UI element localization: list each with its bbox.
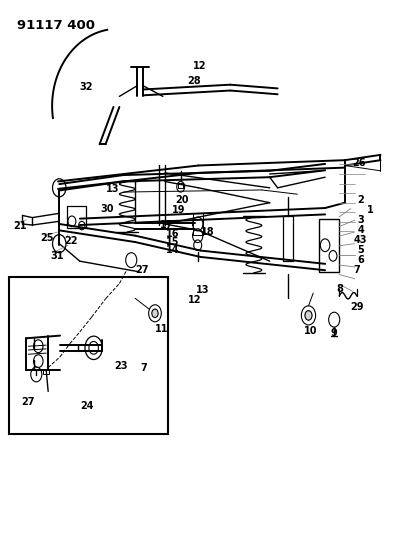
Text: 26: 26 (352, 158, 366, 168)
Text: 9: 9 (331, 328, 337, 338)
Text: 28: 28 (188, 77, 201, 86)
Text: 1: 1 (367, 205, 374, 215)
Text: 21: 21 (13, 221, 27, 231)
Text: 10: 10 (304, 326, 317, 336)
Text: 27: 27 (135, 265, 149, 275)
Text: 25: 25 (40, 233, 54, 244)
Bar (283, 216, 293, 261)
Bar (178, 182, 183, 188)
Text: 32: 32 (79, 82, 93, 92)
Text: 3: 3 (357, 215, 364, 225)
Text: 30: 30 (100, 204, 114, 214)
Text: 7: 7 (141, 362, 147, 373)
Text: 12: 12 (188, 295, 201, 305)
Text: 29: 29 (350, 302, 364, 312)
Text: 2: 2 (357, 195, 364, 205)
Text: 12: 12 (193, 61, 206, 70)
Bar (10, 277, 168, 434)
Text: 8: 8 (337, 284, 343, 294)
Circle shape (305, 311, 312, 320)
Bar (43, 369, 49, 374)
Text: 11: 11 (155, 324, 169, 334)
Text: 18: 18 (201, 227, 215, 237)
Text: 7: 7 (353, 265, 360, 275)
Text: 5: 5 (357, 245, 364, 255)
Text: 24: 24 (80, 401, 94, 411)
Text: 43: 43 (354, 235, 368, 245)
Bar (193, 213, 203, 235)
Text: 27: 27 (22, 397, 35, 407)
Text: 13: 13 (196, 285, 209, 295)
Text: 17: 17 (160, 220, 173, 230)
Text: 15: 15 (166, 237, 179, 247)
Text: 19: 19 (172, 205, 185, 215)
Text: 22: 22 (64, 236, 78, 246)
Text: 31: 31 (50, 251, 64, 261)
Text: 6: 6 (357, 255, 364, 265)
Text: 4: 4 (357, 225, 364, 235)
Bar (319, 219, 339, 272)
Text: 23: 23 (115, 361, 128, 371)
Bar (67, 206, 86, 228)
Text: 91117 400: 91117 400 (17, 19, 94, 33)
Text: 14: 14 (166, 245, 179, 255)
Circle shape (152, 309, 158, 318)
Text: 16: 16 (166, 229, 179, 239)
Text: 20: 20 (175, 195, 189, 205)
Text: 13: 13 (106, 184, 119, 195)
